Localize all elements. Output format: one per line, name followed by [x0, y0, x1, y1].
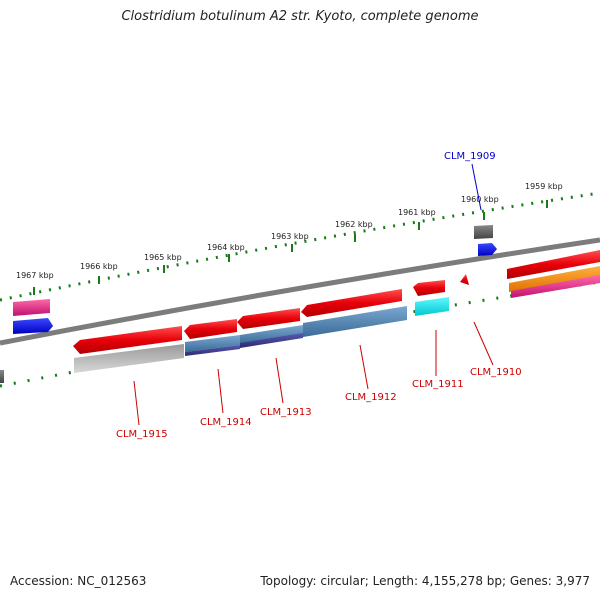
- gene-clm-1913-band-blue[interactable]: [240, 325, 303, 344]
- gene-clm-1912[interactable]: [301, 289, 402, 317]
- feature-pink-left[interactable]: [13, 299, 50, 316]
- tick-mark-1964: [228, 254, 230, 262]
- gene-label-clm-1914[interactable]: CLM_1914: [200, 417, 252, 428]
- gene-label-clm-1912[interactable]: CLM_1912: [345, 392, 397, 403]
- leader-clm-1913: [275, 357, 284, 404]
- leader-clm-1912: [359, 344, 369, 390]
- gene-label-clm-1910[interactable]: CLM_1910: [470, 367, 522, 378]
- tick-mark-1967: [33, 287, 35, 295]
- reverse-features: [0, 274, 469, 383]
- tick-label-1967: 1967 kbp: [16, 271, 54, 280]
- gene-label-clm-1909[interactable]: CLM_1909: [444, 151, 496, 162]
- genome-stats-text: Topology: circular; Length: 4,155,278 bp…: [260, 574, 590, 588]
- gene-clm-1915-band[interactable]: [74, 344, 184, 373]
- gene-clm-1913[interactable]: [237, 308, 300, 329]
- tick-label-1964: 1964 kbp: [207, 243, 245, 252]
- genome-backbone: [0, 237, 600, 346]
- label-leaders: [133, 163, 494, 426]
- feature-red-1959[interactable]: [507, 250, 600, 279]
- gene-label-clm-1911[interactable]: CLM_1911: [412, 379, 464, 390]
- forward-features: [13, 225, 600, 334]
- map-title: Clostridium botulinum A2 str. Kyoto, com…: [121, 9, 479, 24]
- feature-blue-left[interactable]: [13, 318, 53, 334]
- outer-tick-ruler: [0, 191, 600, 302]
- gene-clm-1915[interactable]: [73, 326, 182, 354]
- gene-clm-1914-band-navy[interactable]: [185, 345, 240, 356]
- gene-clm-1913-band-navy[interactable]: [240, 333, 303, 348]
- tick-mark-1966: [98, 276, 100, 284]
- tick-label-1960: 1960 kbp: [461, 195, 499, 204]
- tick-mark-1962: [354, 234, 356, 242]
- gene-label-clm-1913[interactable]: CLM_1913: [260, 407, 312, 418]
- leader-clm-1914: [217, 368, 224, 414]
- feature-dark-1960[interactable]: [474, 225, 493, 239]
- tick-label-1962: 1962 kbp: [335, 220, 373, 229]
- accession-text: Accession: NC_012563: [10, 574, 147, 588]
- gene-clm-1911[interactable]: [413, 280, 445, 296]
- gene-label-clm-1915[interactable]: CLM_1915: [116, 429, 168, 440]
- tick-mark-1960: [483, 212, 485, 220]
- tick-mark-1963: [291, 244, 293, 252]
- tick-mark-1965: [163, 265, 165, 273]
- gene-clm-1910[interactable]: [460, 274, 469, 285]
- gene-clm-1914[interactable]: [184, 319, 237, 339]
- leader-clm-1909: [471, 163, 482, 211]
- leader-clm-1915: [133, 380, 140, 426]
- gene-clm-1911-band[interactable]: [415, 297, 449, 316]
- feature-dark-edge: [0, 370, 4, 383]
- leader-clm-1910: [473, 321, 494, 366]
- tick-label-1965: 1965 kbp: [144, 253, 182, 262]
- feature-blue-1960[interactable]: [478, 243, 497, 256]
- tick-label-1961: 1961 kbp: [398, 208, 436, 217]
- gene-clm-1912-band[interactable]: [303, 306, 407, 337]
- tick-mark-1961: [418, 222, 420, 230]
- gene-clm-1914-band-blue[interactable]: [185, 335, 240, 352]
- tick-label-1963: 1963 kbp: [271, 232, 309, 241]
- tick-mark-1959: [546, 200, 548, 208]
- tick-label-1966: 1966 kbp: [80, 262, 118, 271]
- feature-orange-1959[interactable]: [509, 266, 600, 292]
- feature-pink-1959[interactable]: [511, 275, 600, 298]
- tick-label-1959: 1959 kbp: [525, 182, 563, 191]
